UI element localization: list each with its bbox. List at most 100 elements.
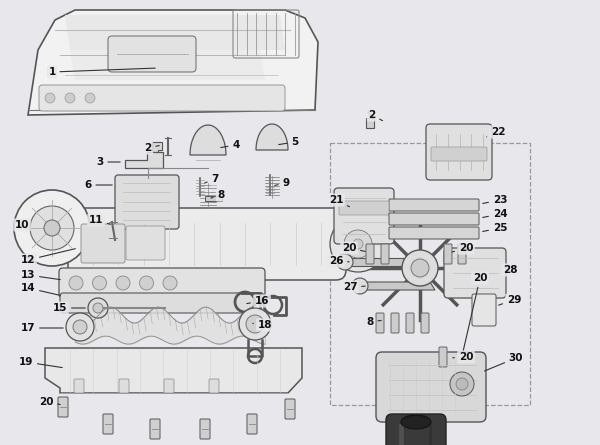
FancyBboxPatch shape (209, 379, 219, 393)
Circle shape (163, 276, 177, 290)
FancyBboxPatch shape (285, 399, 295, 419)
FancyBboxPatch shape (81, 224, 125, 263)
Polygon shape (28, 10, 318, 115)
Polygon shape (366, 118, 374, 128)
Text: 2: 2 (145, 143, 159, 153)
Text: 22: 22 (487, 127, 505, 137)
Text: 11: 11 (89, 215, 110, 225)
Text: 8: 8 (211, 190, 224, 200)
FancyBboxPatch shape (164, 379, 174, 393)
Text: 31: 31 (0, 444, 1, 445)
Text: 27: 27 (343, 282, 365, 292)
FancyBboxPatch shape (108, 36, 196, 72)
FancyBboxPatch shape (472, 294, 496, 326)
FancyBboxPatch shape (376, 352, 486, 422)
Text: 10: 10 (15, 220, 29, 230)
FancyBboxPatch shape (389, 213, 479, 225)
FancyBboxPatch shape (39, 85, 285, 111)
FancyBboxPatch shape (59, 268, 265, 298)
Circle shape (66, 313, 94, 341)
Circle shape (239, 308, 271, 340)
Circle shape (353, 239, 363, 249)
Circle shape (65, 93, 75, 103)
Circle shape (456, 378, 468, 390)
FancyBboxPatch shape (247, 414, 257, 434)
Circle shape (450, 372, 474, 396)
Circle shape (116, 276, 130, 290)
Circle shape (44, 220, 60, 236)
FancyBboxPatch shape (458, 244, 466, 264)
Text: 23: 23 (483, 195, 507, 205)
Circle shape (14, 190, 90, 266)
Text: 14: 14 (20, 283, 60, 295)
FancyBboxPatch shape (389, 227, 479, 239)
Text: 28: 28 (503, 265, 517, 275)
FancyBboxPatch shape (386, 414, 446, 445)
FancyBboxPatch shape (119, 379, 129, 393)
Text: 3: 3 (97, 157, 120, 167)
Text: 8: 8 (367, 317, 381, 327)
FancyBboxPatch shape (68, 208, 346, 280)
Circle shape (92, 276, 107, 290)
FancyBboxPatch shape (103, 414, 113, 434)
FancyBboxPatch shape (334, 188, 394, 244)
Circle shape (69, 276, 83, 290)
FancyBboxPatch shape (366, 244, 374, 264)
Text: 20: 20 (342, 243, 365, 253)
Polygon shape (125, 152, 163, 168)
FancyBboxPatch shape (406, 313, 414, 333)
Text: 20: 20 (39, 397, 60, 407)
FancyBboxPatch shape (126, 226, 165, 260)
Polygon shape (152, 142, 162, 158)
Polygon shape (190, 125, 226, 155)
FancyBboxPatch shape (444, 244, 452, 264)
Circle shape (140, 276, 154, 290)
Text: 26: 26 (329, 256, 349, 266)
FancyBboxPatch shape (421, 313, 429, 333)
Text: 2: 2 (368, 110, 383, 121)
FancyBboxPatch shape (74, 379, 84, 393)
Circle shape (411, 259, 429, 277)
Text: 6: 6 (85, 180, 112, 190)
Circle shape (402, 250, 438, 286)
Circle shape (330, 216, 386, 272)
Text: 4: 4 (221, 140, 239, 150)
Text: 19: 19 (19, 357, 62, 368)
Circle shape (30, 206, 74, 250)
Text: 12: 12 (21, 249, 75, 265)
Circle shape (352, 278, 368, 294)
Circle shape (337, 254, 353, 270)
Text: 1: 1 (49, 67, 155, 77)
Polygon shape (70, 50, 265, 80)
Circle shape (45, 93, 55, 103)
Text: 25: 25 (483, 223, 507, 233)
Ellipse shape (401, 415, 431, 429)
FancyBboxPatch shape (115, 175, 179, 229)
Text: 18: 18 (253, 320, 272, 330)
Text: 21: 21 (329, 195, 350, 207)
FancyBboxPatch shape (431, 147, 487, 161)
Text: 30: 30 (485, 353, 523, 371)
Text: 13: 13 (21, 270, 60, 280)
Text: 5: 5 (279, 137, 299, 147)
Polygon shape (65, 15, 285, 50)
Text: 7: 7 (205, 174, 218, 184)
Text: 20: 20 (452, 243, 473, 253)
FancyBboxPatch shape (389, 199, 479, 211)
Circle shape (344, 230, 372, 258)
FancyBboxPatch shape (150, 419, 160, 439)
FancyBboxPatch shape (339, 201, 389, 215)
Text: 24: 24 (483, 209, 508, 219)
Text: 15: 15 (53, 303, 85, 313)
FancyBboxPatch shape (376, 313, 384, 333)
Circle shape (246, 315, 264, 333)
FancyBboxPatch shape (439, 347, 447, 367)
Circle shape (85, 93, 95, 103)
Circle shape (93, 303, 103, 313)
Text: 17: 17 (20, 323, 63, 333)
FancyBboxPatch shape (426, 124, 492, 180)
FancyBboxPatch shape (391, 313, 399, 333)
FancyBboxPatch shape (58, 397, 68, 417)
Text: 9: 9 (275, 178, 290, 188)
Text: 16: 16 (247, 296, 269, 306)
